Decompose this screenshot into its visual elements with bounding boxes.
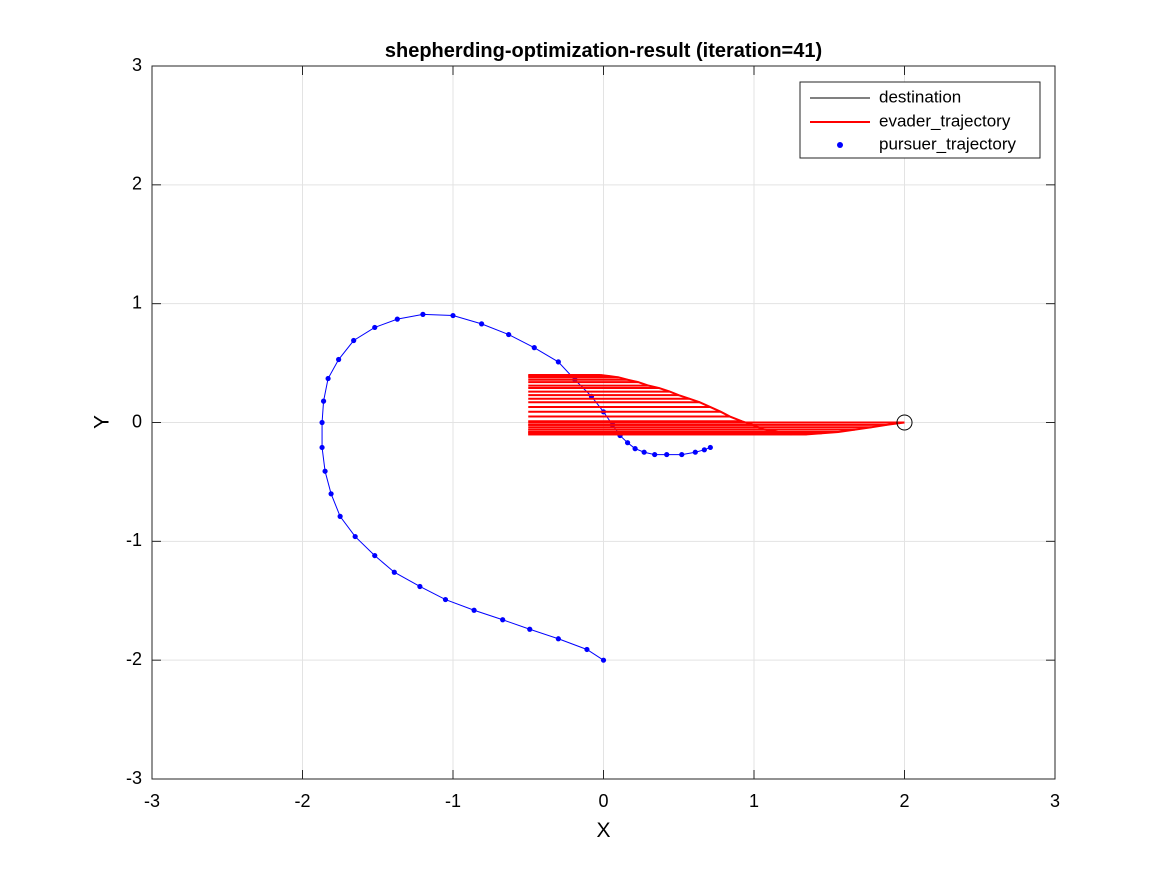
pursuer-point: [391, 569, 397, 575]
pursuer-point: [450, 312, 456, 319]
pursuer-point: [531, 345, 537, 351]
y-tick-label: -1: [126, 530, 142, 550]
pursuer-point: [679, 451, 685, 458]
y-tick-label: 1: [132, 292, 142, 312]
pursuer-point: [471, 607, 477, 613]
x-tick-label: -2: [294, 791, 310, 811]
pursuer-point: [319, 419, 325, 426]
pursuer-trajectory: [319, 311, 713, 663]
evader-path-line: [600, 373, 905, 436]
pursuer-point: [336, 356, 342, 363]
pursuer-point: [500, 617, 506, 623]
pursuer-point: [325, 375, 331, 382]
legend-pursuer-swatch: [837, 142, 843, 148]
pursuer-point: [478, 321, 485, 327]
y-tick-label: 2: [132, 174, 142, 194]
pursuer-point: [328, 491, 334, 497]
y-tick-label: 3: [132, 55, 142, 75]
pursuer-point: [320, 398, 327, 404]
pursuer-point: [352, 533, 358, 540]
x-tick-label: -1: [445, 791, 461, 811]
chart-title: shepherding-optimization-result (iterati…: [385, 40, 822, 62]
y-axis-label: Y: [91, 415, 114, 429]
x-tick-label: 1: [749, 791, 759, 811]
pursuer-point: [372, 324, 378, 331]
pursuer-point: [624, 440, 631, 446]
pursuer-point: [692, 449, 698, 455]
destination-marker: [896, 414, 913, 431]
x-axis-label: X: [596, 819, 610, 842]
pursuer-point: [442, 596, 449, 603]
pursuer-point: [652, 451, 658, 458]
pursuer-point: [506, 331, 512, 338]
pursuer-point: [319, 444, 325, 451]
pursuer-point: [584, 646, 590, 653]
pursuer-point: [632, 446, 638, 452]
pursuer-point: [420, 311, 426, 317]
x-tick-label: -3: [144, 791, 160, 811]
legend-pursuer-label: pursuer_trajectory: [879, 134, 1017, 153]
y-tick-label: -3: [126, 768, 142, 788]
pursuer-point: [555, 359, 561, 365]
pursuer-point: [394, 316, 400, 322]
pursuer-point: [417, 583, 423, 590]
y-tick-label: 0: [132, 411, 142, 431]
legend-evader-label: evader_trajectory: [879, 111, 1011, 130]
legend: destination evader_trajectory pursuer_tr…: [799, 81, 1041, 159]
pursuer-point: [337, 513, 343, 519]
pursuer-point: [555, 636, 561, 642]
x-tick-label: 2: [899, 791, 909, 811]
pursuer-point: [322, 468, 328, 474]
x-tick-label: 0: [598, 791, 608, 811]
pursuer-point: [351, 337, 357, 344]
x-tick-label: 3: [1050, 791, 1060, 811]
pursuer-point: [641, 449, 647, 455]
pursuer-point: [600, 657, 607, 663]
pursuer-point: [707, 444, 713, 451]
y-tick-label: -2: [126, 649, 142, 669]
axis-ticks: -3 -2 -1 0 1 2 3 -3 -2 -1 0 1 2 3: [126, 55, 1060, 811]
legend-destination-label: destination: [879, 87, 961, 106]
pursuer-point: [701, 447, 707, 453]
pursuer-point: [664, 451, 670, 458]
pursuer-point: [372, 552, 378, 559]
evader-trajectory: [528, 373, 905, 436]
pursuer-point: [527, 626, 533, 632]
destination-marker-group: [896, 414, 913, 431]
